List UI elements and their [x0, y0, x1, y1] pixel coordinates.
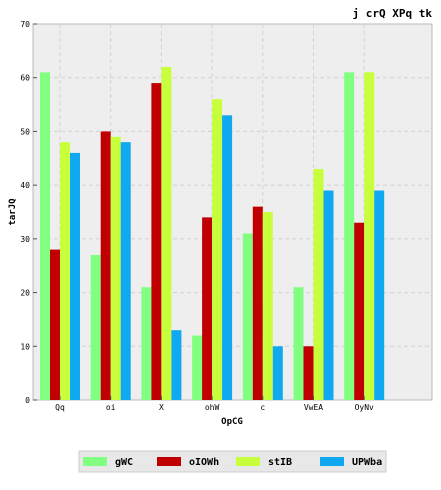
bar-gWC-OyNv [344, 72, 355, 400]
bar-oIOWh-OyNv [354, 222, 365, 400]
bar-gWC-oi [90, 254, 101, 400]
bar-UPWba-ohW [222, 115, 233, 401]
legend-swatch-UPWba [320, 457, 344, 466]
bar-gWC-c [242, 233, 253, 400]
bar-gWC-ohW [192, 335, 203, 400]
bar-oIOWh-Qq [50, 249, 60, 400]
y-axis-ticks: 0 10 20 30 40 50 60 70 [20, 20, 37, 405]
bar-UPWba-Qq [70, 152, 80, 400]
bar-oIOWh-c [252, 206, 263, 400]
bar-oIOWh-oi [100, 131, 111, 400]
x-tick-label: OyNv [355, 403, 374, 412]
y-tick-label: 60 [20, 74, 30, 83]
x-tick-label: Qq [55, 403, 65, 412]
x-axis-label: OpCG [221, 417, 243, 427]
x-tick-label: oi [106, 403, 116, 412]
legend-swatch-stIB [236, 457, 260, 466]
bar-stIB-ohW [212, 99, 223, 400]
y-tick-label: 20 [20, 289, 30, 298]
bar-gWC-Qq [40, 72, 50, 400]
legend-label-gWC: gWC [115, 457, 133, 468]
bar-stIB-OyNv [364, 72, 375, 400]
x-tick-label: VwEA [304, 403, 323, 412]
legend-swatch-oIOWh [157, 457, 181, 466]
bar-UPWba-OyNv [374, 190, 385, 400]
y-tick-label: 0 [25, 396, 30, 405]
bar-UPWba-oi [120, 142, 131, 400]
chart-title: j crQ XPq tk [353, 7, 433, 20]
bar-UPWba-VwEA [323, 190, 334, 400]
y-tick-label: 40 [20, 181, 30, 190]
bar-stIB-c [262, 212, 273, 400]
legend: gWC oIOWh stIB UPWba [78, 450, 387, 473]
bar-UPWba-c [272, 346, 283, 400]
y-tick-label: 10 [20, 342, 30, 351]
bar-oIOWh-X [151, 83, 162, 400]
legend-label-stIB: stIB [268, 457, 292, 468]
bar-stIB-Qq [60, 142, 70, 400]
x-tick-label: c [260, 403, 265, 412]
legend-box [78, 450, 387, 473]
bar-gWC-X [141, 287, 152, 400]
bar-gWC-VwEA [293, 287, 304, 400]
x-tick-label: X [159, 403, 164, 412]
bar-stIB-X [161, 66, 172, 400]
legend-label-oIOWh: oIOWh [189, 457, 219, 468]
legend-swatch-gWC [83, 457, 107, 466]
bar-oIOWh-ohW [202, 217, 213, 400]
y-tick-label: 30 [20, 235, 30, 244]
legend-label-UPWba: UPWba [352, 457, 382, 468]
bar-stIB-VwEA [313, 169, 324, 400]
y-axis-label: tarJQ [8, 198, 18, 226]
y-tick-label: 50 [20, 127, 30, 136]
bar-oIOWh-VwEA [303, 346, 314, 400]
bars-group [40, 66, 385, 401]
x-tick-label: ohW [205, 403, 220, 412]
y-tick-label: 70 [20, 20, 30, 29]
bar-stIB-oi [110, 136, 121, 401]
bar-UPWba-X [171, 330, 182, 400]
